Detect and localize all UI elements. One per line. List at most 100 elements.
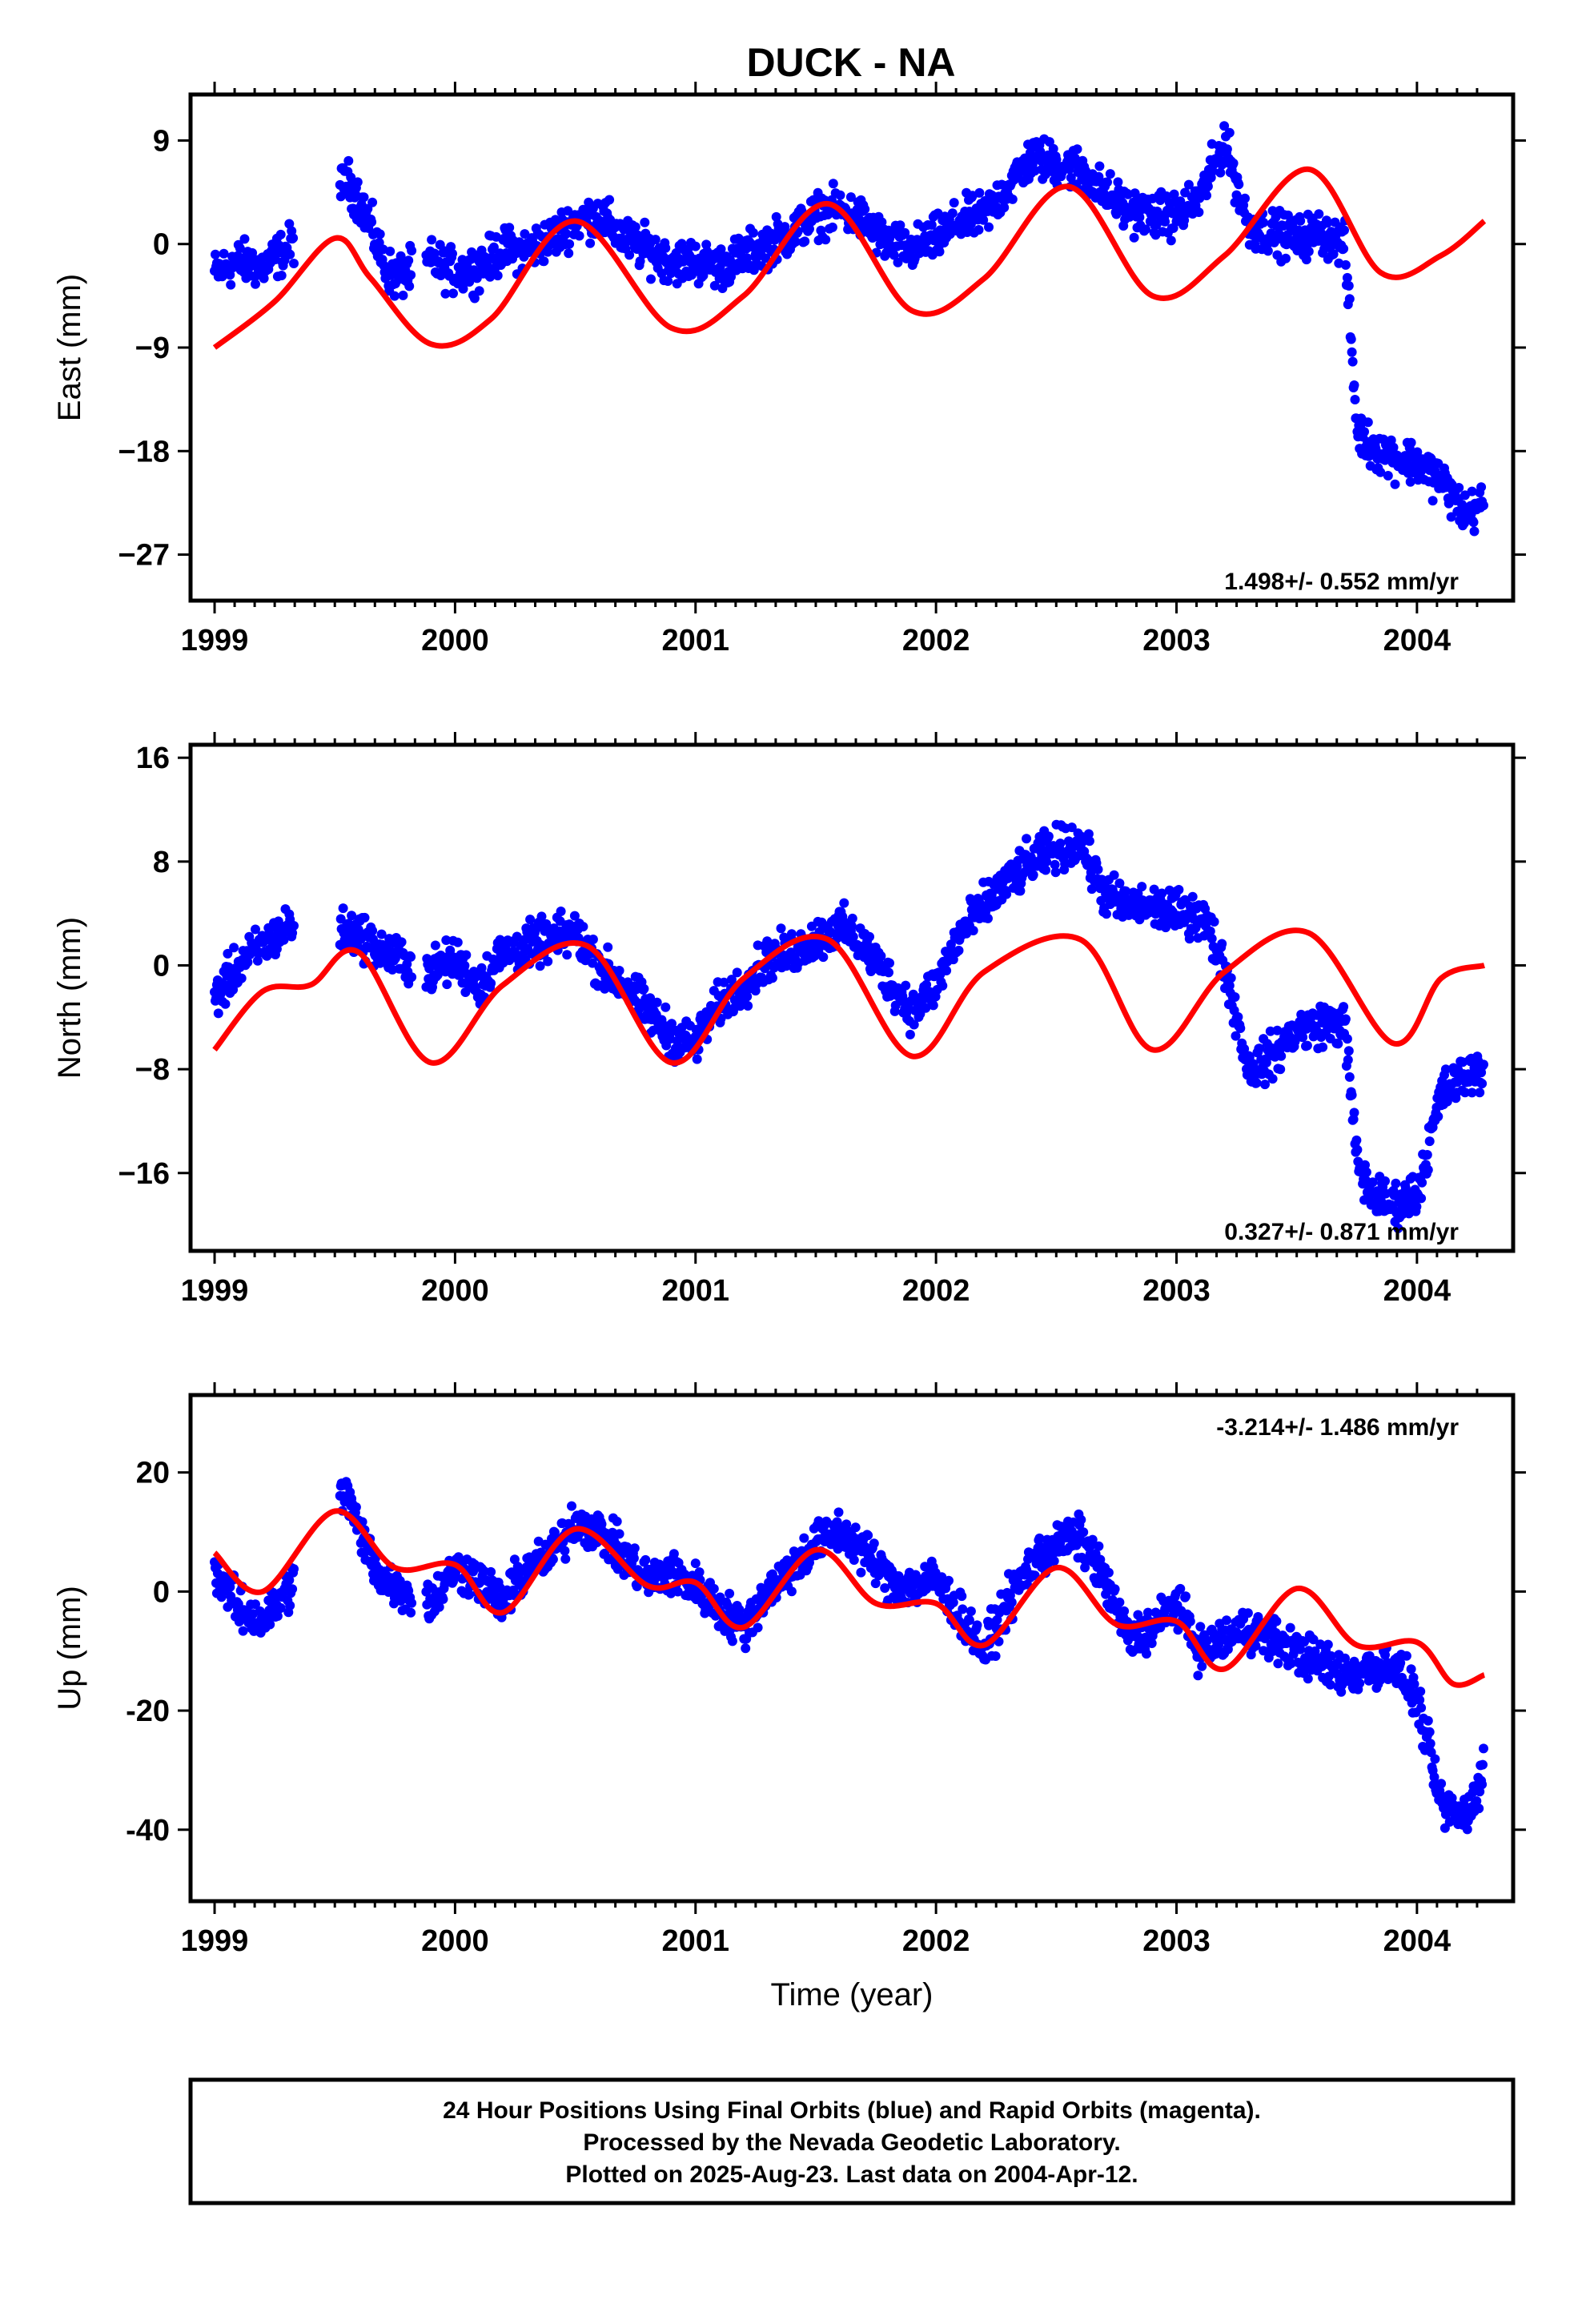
north-x-tick-label: 2004: [1383, 1274, 1452, 1308]
north-data-point: [884, 967, 893, 978]
east-data-point: [352, 177, 363, 187]
north-data-point: [968, 926, 978, 935]
east-x-tick-label: 2002: [902, 624, 970, 657]
east-data-point: [1141, 224, 1150, 235]
up-data-point: [723, 1601, 733, 1611]
east-data-point: [561, 228, 572, 239]
east-data-point: [289, 259, 299, 268]
north-data-point: [535, 961, 545, 971]
east-data-point: [1222, 144, 1232, 155]
north-data-point: [692, 1054, 702, 1064]
east-data-point: [259, 273, 269, 283]
up-data-point: [225, 1582, 235, 1592]
up-data-point: [285, 1600, 295, 1610]
north-data-point: [1318, 1042, 1328, 1052]
north-data-point: [442, 979, 452, 990]
north-data-point: [1467, 1088, 1477, 1098]
north-plot-frame: [188, 742, 1516, 1253]
east-data-point: [756, 246, 766, 256]
east-data-point: [585, 238, 596, 248]
east-data-point: [1343, 280, 1354, 291]
east-data-point: [1283, 210, 1293, 220]
north-data-point: [220, 999, 231, 1009]
north-data-point: [1231, 1031, 1241, 1041]
up-data-points: [210, 1477, 1488, 1835]
north-data-point: [251, 924, 260, 935]
north-data-point: [1352, 1144, 1363, 1155]
east-y-axis-label: East (mm): [52, 274, 87, 421]
up-data-point: [629, 1543, 640, 1554]
east-data-point: [999, 203, 1010, 213]
up-data-point: [1415, 1687, 1426, 1697]
east-data-point: [1134, 212, 1145, 223]
north-data-point: [1102, 909, 1111, 919]
up-data-point: [1142, 1607, 1153, 1618]
north-data-point: [1433, 1112, 1443, 1122]
up-data-point: [1271, 1616, 1282, 1626]
north-data-point: [1351, 1135, 1362, 1145]
east-data-point: [1322, 218, 1332, 228]
north-data-point: [229, 943, 239, 953]
east-data-point: [716, 244, 726, 255]
north-data-point: [578, 922, 588, 932]
north-data-point: [588, 935, 598, 944]
up-data-point: [944, 1575, 954, 1586]
up-data-point: [1430, 1754, 1440, 1764]
north-data-point: [1121, 886, 1131, 896]
up-data-point: [272, 1611, 283, 1621]
up-data-point: [869, 1538, 879, 1549]
up-data-point: [464, 1590, 475, 1600]
east-data-point: [845, 192, 856, 203]
up-data-point: [1299, 1637, 1309, 1647]
east-data-point: [800, 236, 810, 247]
north-data-point: [279, 935, 289, 945]
east-data-point: [1314, 209, 1324, 219]
north-data-point: [1230, 992, 1240, 1002]
up-data-point: [1425, 1739, 1435, 1749]
north-data-point: [846, 921, 857, 931]
up-data-point: [1034, 1533, 1045, 1543]
north-data-point: [1261, 1057, 1271, 1068]
east-data-point: [1328, 249, 1339, 259]
east-data-point: [225, 270, 235, 280]
north-data-point: [367, 926, 378, 936]
east-data-point: [1166, 235, 1176, 246]
east-data-point: [1468, 517, 1479, 528]
north-data-point: [1224, 980, 1235, 991]
east-data-point: [564, 248, 574, 259]
north-data-point: [928, 1000, 938, 1011]
up-data-point: [1049, 1556, 1059, 1566]
east-data-point: [1412, 447, 1423, 457]
up-data-point: [1103, 1567, 1114, 1578]
north-data-point: [1239, 1043, 1250, 1054]
up-data-point: [1303, 1674, 1313, 1684]
north-data-point: [236, 973, 247, 983]
north-data-point: [1050, 867, 1061, 878]
up-data-point: [1355, 1678, 1365, 1688]
east-data-point: [630, 222, 640, 232]
east-data-point: [1339, 225, 1349, 235]
east-data-point: [1105, 169, 1115, 179]
north-data-point: [461, 950, 472, 960]
north-data-point: [1002, 889, 1012, 899]
east-data-point: [1234, 179, 1244, 190]
north-data-point: [1205, 926, 1215, 936]
up-data-point: [1415, 1695, 1425, 1705]
up-data-point: [640, 1554, 651, 1565]
north-data-point: [289, 921, 299, 931]
east-data-point: [1303, 247, 1314, 256]
east-data-point: [1130, 188, 1140, 199]
east-data-point: [406, 270, 416, 280]
up-data-point: [1195, 1622, 1206, 1632]
north-x-tick-label: 1999: [181, 1274, 249, 1308]
north-data-point: [1302, 1040, 1312, 1051]
north-data-point: [1207, 934, 1217, 944]
north-data-point: [1233, 1011, 1243, 1022]
east-data-point: [926, 219, 937, 230]
north-data-point: [569, 911, 580, 921]
up-data-point: [1114, 1597, 1125, 1607]
north-data-point: [1380, 1176, 1390, 1186]
east-data-point: [1228, 158, 1239, 168]
east-data-point: [690, 241, 701, 251]
